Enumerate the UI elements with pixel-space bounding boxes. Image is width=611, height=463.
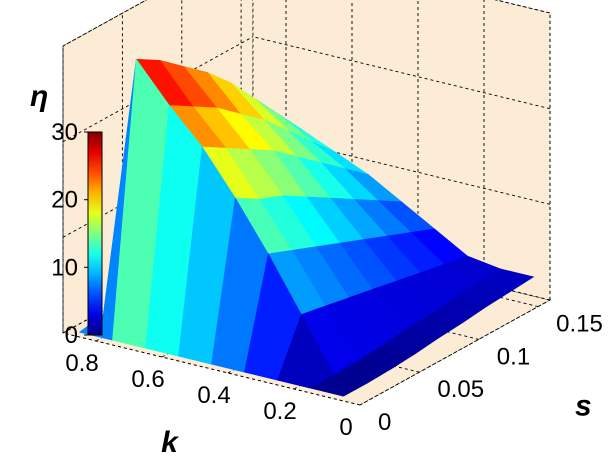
x-tick-label: 0.8 <box>65 350 98 377</box>
surface-patch <box>309 374 369 397</box>
colorbar-bar <box>87 131 103 336</box>
y-tick-label: 0.15 <box>556 311 603 338</box>
floor-grid-k-line <box>359 299 551 406</box>
x-tick-label: 0.2 <box>263 398 296 425</box>
y-tick-label: 0.05 <box>437 376 484 403</box>
x-tick-label: 0 <box>339 414 352 441</box>
z-tick-label: 10 <box>51 254 78 281</box>
y-axis-title: s <box>575 390 592 423</box>
floor-grid-s-line <box>62 332 361 406</box>
x-tick-label: 0.6 <box>131 366 164 393</box>
x-axis-title: k <box>161 426 179 458</box>
y-tick-label: 0 <box>378 409 391 436</box>
colorbar <box>84 131 103 336</box>
side-grid-z-line <box>494 0 551 14</box>
side-grid-z-line <box>252 36 551 110</box>
surface-mesh <box>78 58 535 397</box>
x-tick-label: 0.4 <box>197 382 230 409</box>
back-grid-z-line <box>62 0 148 47</box>
z-tick-label: 0 <box>65 322 78 349</box>
z-tick-label: 30 <box>51 119 78 146</box>
y-tick-label: 0.1 <box>497 343 530 370</box>
z-tick-label: 20 <box>51 187 78 214</box>
z-axis-title: η <box>30 80 48 113</box>
